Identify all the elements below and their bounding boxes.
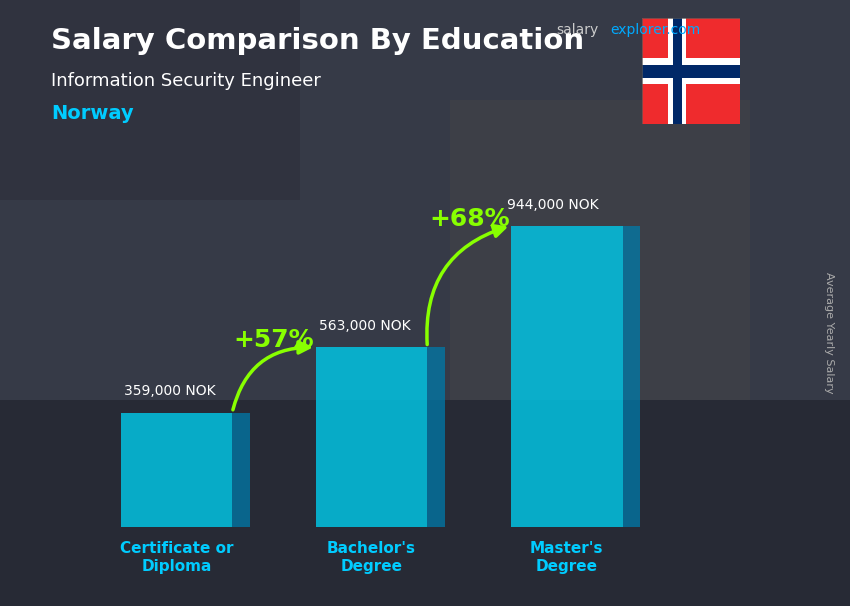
Text: 359,000 NOK: 359,000 NOK [124,384,215,399]
Bar [511,225,622,527]
Text: Bachelor's
Degree: Bachelor's Degree [327,541,416,574]
Text: Norway: Norway [51,104,133,123]
Bar [121,413,232,527]
Text: 563,000 NOK: 563,000 NOK [319,319,411,333]
Text: Certificate or
Diploma: Certificate or Diploma [120,541,233,574]
Text: Information Security Engineer: Information Security Engineer [51,72,320,90]
Text: +57%: +57% [234,328,314,352]
Text: 944,000 NOK: 944,000 NOK [507,198,598,211]
FancyArrowPatch shape [427,225,505,345]
Text: Salary Comparison By Education: Salary Comparison By Education [51,27,584,55]
Polygon shape [622,225,640,527]
Bar [316,347,428,527]
FancyArrowPatch shape [233,342,309,410]
Bar [642,65,740,78]
Bar [668,18,686,124]
Text: explorer.com: explorer.com [610,23,700,37]
Bar [642,58,740,84]
Polygon shape [232,413,250,527]
Text: Master's
Degree: Master's Degree [530,541,604,574]
Text: +68%: +68% [429,207,509,230]
Bar [673,18,682,124]
Polygon shape [428,347,445,527]
Text: salary: salary [557,23,599,37]
Text: Average Yearly Salary: Average Yearly Salary [824,273,834,394]
